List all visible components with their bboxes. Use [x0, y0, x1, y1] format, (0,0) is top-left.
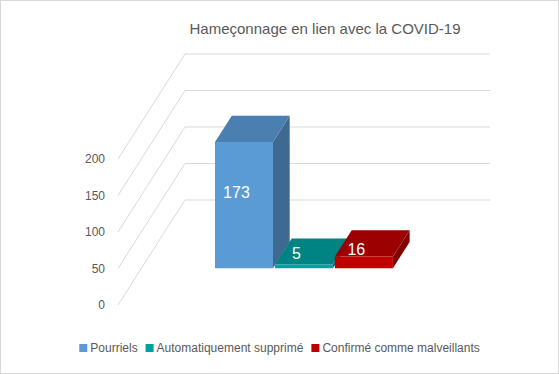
- bar-front: [335, 257, 393, 269]
- legend-label: Automatiquement supprimé: [157, 341, 304, 355]
- bar-top: [215, 116, 290, 142]
- legend-label: Pourriels: [90, 341, 137, 355]
- bar: [335, 230, 410, 268]
- y-tick-label: 150: [85, 189, 105, 203]
- chart-title: Hameçonnage en lien avec la COVID-19: [190, 20, 461, 37]
- chart-container: Hameçonnage en lien avec la COVID-19 0 50 1…: [0, 0, 559, 374]
- bar-side: [273, 116, 290, 269]
- chart-svg: Hameçonnage en lien avec la COVID-19 0 50 1…: [0, 0, 559, 374]
- y-tick-label: 50: [92, 262, 106, 276]
- y-tick-label: 100: [85, 225, 105, 239]
- bar-front: [275, 265, 333, 269]
- bar: [215, 116, 290, 269]
- bars: [215, 116, 410, 269]
- bar-top: [335, 230, 410, 256]
- chart-border: [1, 1, 559, 374]
- data-labels: 173 5 16: [223, 184, 365, 262]
- grid: [118, 54, 490, 305]
- legend-swatch: [79, 344, 87, 352]
- legend-swatch: [146, 344, 154, 352]
- legend: Pourriels Automatiquement supprimé Confirm…: [79, 341, 479, 355]
- legend-swatch: [311, 344, 319, 352]
- grid-line: [118, 54, 490, 159]
- grid-line: [118, 200, 490, 305]
- bar-front: [215, 142, 273, 268]
- grid-line: [118, 127, 490, 232]
- y-tick-label: 200: [85, 152, 105, 166]
- data-label: 173: [223, 184, 250, 201]
- grid-line: [118, 91, 490, 196]
- grid-line: [118, 164, 490, 269]
- data-label: 16: [347, 241, 365, 258]
- data-label: 5: [292, 245, 301, 262]
- legend-label: Confirmé comme malveillants: [322, 341, 479, 355]
- y-tick-label: 0: [98, 298, 105, 312]
